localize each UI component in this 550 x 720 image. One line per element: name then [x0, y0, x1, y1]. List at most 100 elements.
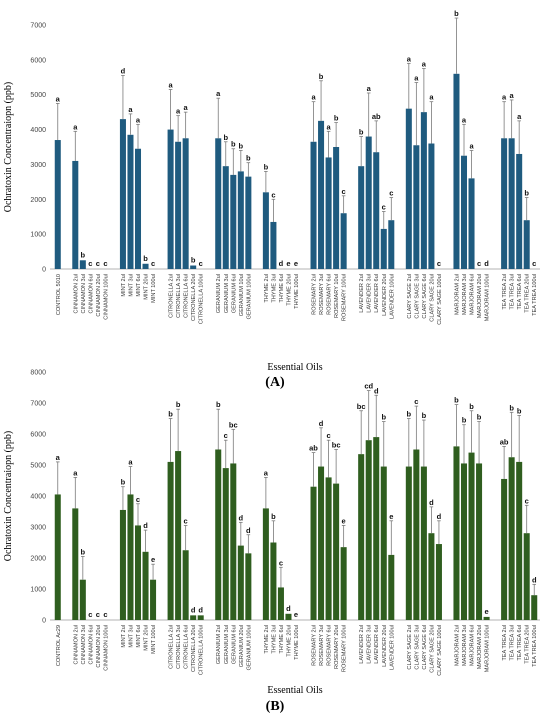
- x-tick-label: MARJORAM 2ul: [454, 625, 460, 666]
- significance-letter: a: [510, 91, 515, 100]
- x-tick-label: MINT 6ul: [136, 274, 142, 297]
- significance-letter: d: [191, 605, 196, 614]
- x-tick-label: MINT 20ul: [144, 625, 150, 651]
- bar: [79, 260, 86, 269]
- significance-letter: ab: [372, 112, 381, 121]
- x-tick-label: MARJORAM 3ul: [462, 625, 468, 666]
- significance-letter: b: [176, 400, 181, 409]
- x-tick-label: TEA TREA 2ul: [502, 625, 508, 661]
- x-tick-label: TEA TREA 20ul: [525, 274, 531, 313]
- significance-letter: d: [429, 498, 434, 507]
- bar: [405, 466, 412, 620]
- significance-letter: ab: [500, 437, 509, 446]
- significance-letter: c: [199, 259, 203, 268]
- y-tick-label: 4000: [30, 494, 46, 501]
- bar: [72, 160, 79, 269]
- significance-letter: b: [469, 402, 474, 411]
- x-tick-label: THYME 20ul: [286, 625, 292, 657]
- bar: [516, 461, 523, 620]
- y-tick-label: 2000: [30, 556, 46, 563]
- bar: [222, 468, 229, 620]
- bar: [388, 220, 395, 269]
- x-tick-label: THYME 2ul: [264, 274, 270, 303]
- x-tick-label: CLARY SAGE 100ul: [437, 274, 443, 325]
- significance-letter: a: [327, 122, 332, 131]
- x-tick-label: MINT 3ul: [128, 625, 134, 648]
- significance-letter: b: [524, 189, 529, 198]
- bar: [262, 508, 269, 620]
- x-tick-label: MARJORAM 2ul: [454, 274, 460, 315]
- x-tick-label: TEA TREA 6ul: [517, 625, 523, 661]
- x-tick-label: CINNAMON 6ul: [88, 274, 94, 313]
- significance-letter: c: [477, 259, 481, 268]
- bar: [134, 525, 142, 620]
- significance-letter: b: [334, 114, 339, 123]
- bar: [245, 176, 252, 269]
- x-tick-label: GERANIUM 3ul: [224, 274, 230, 313]
- bar: [405, 108, 412, 270]
- significance-letter: b: [246, 154, 251, 163]
- significance-letter: a: [311, 93, 316, 102]
- bar: [318, 120, 325, 269]
- x-tick-label: GERANIUM 10ul: [239, 274, 245, 316]
- x-tick-label: LAVENDER 6ul: [374, 274, 380, 313]
- x-tick-label: TEA TREA 6ul: [517, 274, 523, 310]
- x-axis-title: Essential Oils: [267, 685, 322, 696]
- y-tick-label: 8000: [30, 370, 46, 377]
- bar: [340, 547, 347, 620]
- bar: [127, 134, 134, 269]
- x-tick-label: CLARY SAGE 3ul: [414, 625, 420, 670]
- bar: [508, 138, 515, 269]
- x-tick-label: CITRONELLA 100ul: [199, 274, 205, 324]
- significance-letter: c: [327, 431, 331, 440]
- x-tick-label: MINT 100ul: [151, 625, 157, 654]
- x-tick-label: GERANIUM 2ul: [216, 274, 222, 313]
- x-tick-label: ROSEMARY 3ul: [319, 625, 325, 666]
- significance-letter: b: [223, 133, 228, 142]
- x-tick-label: THYME 3ul: [271, 274, 277, 303]
- significance-letter: d: [121, 67, 126, 76]
- significance-letter: b: [239, 141, 244, 150]
- x-tick-label: GERANIUM 20ul: [239, 625, 245, 667]
- significance-letter: a: [264, 468, 269, 477]
- x-tick-label: TEA TREA 3ul: [510, 274, 516, 310]
- bar: [435, 544, 442, 620]
- x-tick-label: CITRONELLA 3ul: [176, 274, 182, 318]
- x-tick-label: LAVENDER 3ul: [367, 625, 373, 664]
- y-tick-label: 5000: [30, 92, 46, 99]
- x-tick-label: MINT 2ul: [121, 625, 127, 648]
- significance-letter: c: [88, 610, 92, 619]
- bar: [79, 579, 86, 620]
- bar: [508, 457, 515, 620]
- chart-panel-a: 0 1000 2000 3000 4000 5000 6000 7000 Ochratoxin …: [3, 9, 540, 390]
- bar: [175, 141, 182, 269]
- bar: [340, 213, 347, 269]
- significance-letter: c: [532, 259, 536, 268]
- significance-letter: c: [437, 259, 441, 268]
- significance-letter: b: [477, 413, 482, 422]
- x-tick-label: CINNAMON 100ul: [103, 625, 109, 671]
- bar: [460, 155, 468, 269]
- bar: [190, 615, 197, 620]
- bar: [285, 613, 292, 620]
- significance-letter: a: [56, 453, 61, 462]
- bar: [523, 533, 530, 620]
- y-tick-label: 1000: [30, 232, 46, 239]
- bar: [222, 166, 229, 269]
- significance-letter: b: [143, 254, 148, 263]
- x-tick-label: LAVENDER 6ul: [374, 625, 380, 664]
- x-tick-label: CINNAMON 6ul: [88, 625, 94, 664]
- bar: [190, 265, 197, 269]
- y-axis-title: Ochratoxin Concentraiopn (ppb): [3, 82, 14, 213]
- significance-letter: c: [414, 397, 418, 406]
- significance-letter: b: [422, 411, 427, 420]
- bar: [245, 553, 252, 620]
- x-tick-label: CLARY SAGE 20ul: [429, 274, 435, 322]
- x-tick-label: GERANIUM 2ul: [216, 625, 222, 664]
- significance-letter: a: [414, 74, 419, 83]
- significance-letter: a: [56, 94, 61, 103]
- x-tick-label: CLARY SAGE 6ul: [422, 274, 428, 319]
- x-tick-label: MARJORAM 100ul: [485, 625, 491, 672]
- bar: [468, 452, 475, 620]
- significance-letter: c: [184, 516, 188, 525]
